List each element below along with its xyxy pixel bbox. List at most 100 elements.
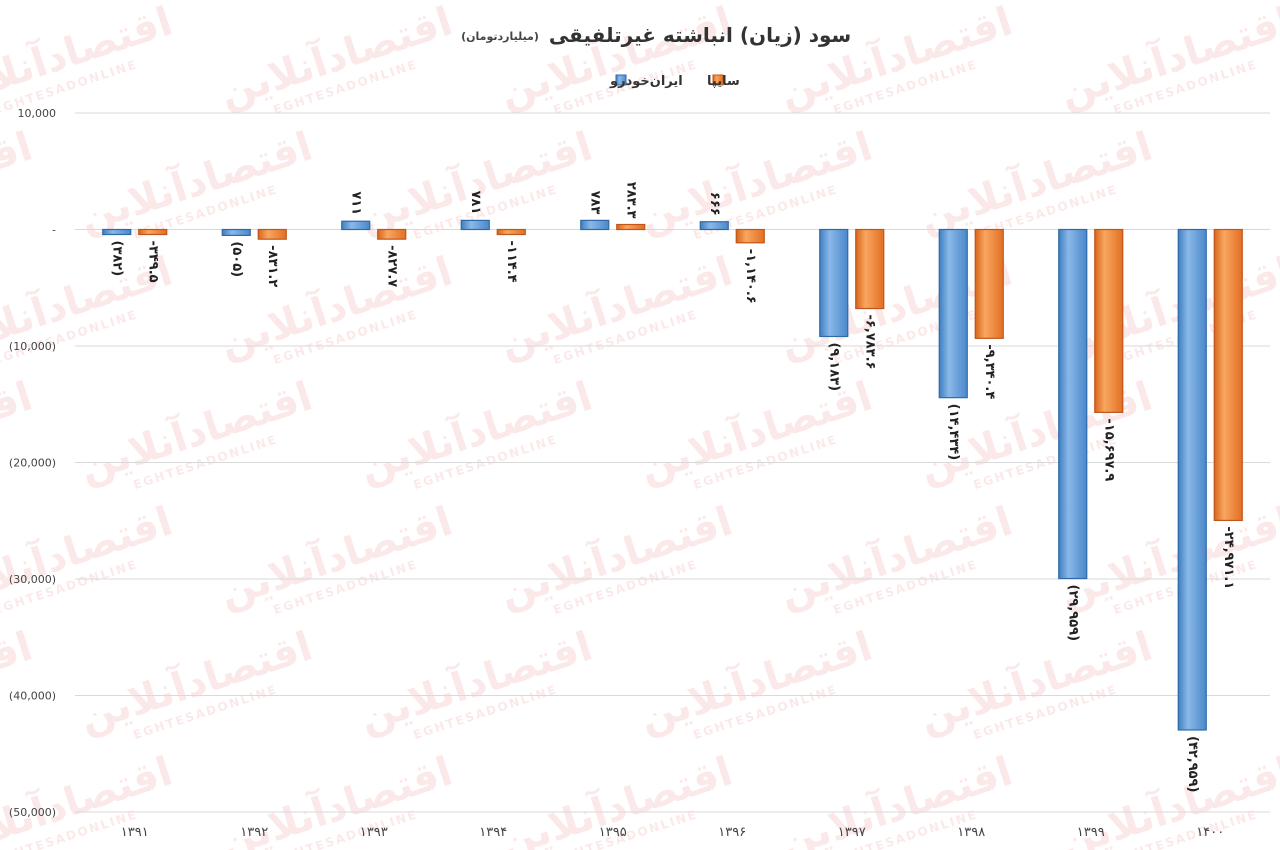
- legend-label: ایران‌خودرو: [609, 74, 683, 89]
- svg-text:اقتصادآنلاین: اقتصادآنلاین: [0, 371, 38, 492]
- bar: [1177, 228, 1207, 731]
- bar: [377, 228, 407, 240]
- y-tick-label: (20,000): [9, 457, 56, 470]
- bar: [257, 228, 287, 240]
- data-label: -۱۵,۶۹۷.۹: [1101, 418, 1116, 481]
- data-label: (۲۹,۹۵۹): [1065, 585, 1080, 642]
- legend-item: ایران‌خودرو: [609, 74, 683, 89]
- bar: [341, 220, 371, 231]
- y-tick-label: 10,000: [18, 107, 57, 120]
- bar: [616, 223, 646, 231]
- svg-text:اقتصادآنلاین: اقتصادآنلاین: [913, 621, 1158, 742]
- x-tick-label: ۱۳۹۹: [1077, 825, 1105, 840]
- data-label: (۳۸۲): [109, 241, 124, 277]
- data-label: (۹,۱۸۳): [826, 342, 841, 391]
- y-tick-label: (40,000): [9, 690, 56, 703]
- svg-text:اقتصادآنلاین: اقتصادآنلاین: [213, 496, 458, 617]
- x-tick-label: ۱۳۹۳: [360, 825, 388, 840]
- data-label: -۱,۱۴۰.۶: [743, 249, 758, 304]
- bar: [102, 228, 132, 236]
- x-tick-label: ۱۴۰۰: [1196, 825, 1224, 840]
- svg-text:اقتصادآنلاین: اقتصادآنلاین: [493, 246, 738, 367]
- data-label: ۶۶۶: [707, 192, 722, 216]
- y-tick-label: (10,000): [9, 340, 56, 353]
- svg-text:اقتصادآنلاین: اقتصادآنلاین: [633, 121, 878, 242]
- data-label: (۴۲,۹۵۹): [1185, 736, 1200, 793]
- y-tick-label: -: [52, 224, 56, 237]
- svg-text:اقتصادآنلاین: اقتصادآنلاین: [353, 371, 598, 492]
- bar: [855, 228, 885, 310]
- data-labels-layer: (۳۸۲) (۵۰۵) ۷۱۱ ۷۸۱ ۷۸۳ ۶۶۶ (۹,۱۸۳) (۱۴,۴۳۴) (۲۹…: [109, 182, 1236, 793]
- bar: [460, 219, 490, 231]
- chart-subtitle: (میلیاردتومان): [461, 30, 539, 43]
- svg-text:اقتصادآنلاین: اقتصادآنلاین: [773, 0, 1018, 117]
- svg-text:اقتصادآنلاین: اقتصادآنلاین: [0, 621, 38, 742]
- data-label: (۵۰۵): [229, 241, 244, 277]
- bar: [699, 221, 729, 231]
- bar: [938, 228, 968, 399]
- svg-text:اقتصادآنلاین: اقتصادآنلاین: [913, 121, 1158, 242]
- data-label: (۱۴,۴۳۴): [946, 404, 961, 461]
- svg-text:اقتصادآنلاین: اقتصادآنلاین: [73, 371, 318, 492]
- x-tick-label: ۱۳۹۵: [599, 825, 627, 840]
- bar: [580, 219, 610, 231]
- y-tick-label: (50,000): [9, 806, 56, 819]
- data-label: -۶,۷۸۳.۶: [862, 315, 877, 370]
- data-label: -۳۴۹.۵: [145, 241, 160, 283]
- legend-swatch: [712, 74, 724, 86]
- axis-layer: 10,000 - (10,000) (20,000) (30,000) (40,000) (…: [9, 107, 1224, 840]
- data-label: ۷۸۳: [587, 191, 602, 215]
- svg-text:اقتصادآنلاین: اقتصادآنلاین: [0, 121, 38, 242]
- data-label: ۷۸۱: [468, 191, 483, 215]
- data-label: -۸۲۷.۷: [384, 245, 399, 287]
- svg-text:اقتصادآنلاین: اقتصادآنلاین: [213, 0, 458, 117]
- data-label: -۹,۳۴۰.۴: [982, 344, 997, 399]
- x-tick-label: ۱۳۹۴: [479, 825, 507, 840]
- svg-text:اقتصادآنلاین: اقتصادآنلاین: [73, 621, 318, 742]
- bar: [819, 228, 849, 338]
- svg-text:اقتصادآنلاین: اقتصادآنلاین: [633, 621, 878, 742]
- bar: [1094, 228, 1124, 413]
- data-label: -۲۴,۹۷۱.۱: [1221, 526, 1236, 589]
- bar: [735, 228, 765, 244]
- bars-layer: [102, 219, 1243, 731]
- x-tick-label: ۱۳۹۱: [121, 825, 149, 840]
- x-tick-label: ۱۳۹۲: [240, 825, 268, 840]
- svg-text:اقتصادآنلاین: اقتصادآنلاین: [493, 496, 738, 617]
- x-tick-label: ۱۳۹۷: [838, 825, 866, 840]
- chart-title: سود (زیان) انباشته غیرتلفیقی: [549, 23, 851, 47]
- legend-label: سایپا: [707, 74, 740, 89]
- bar: [496, 228, 526, 236]
- x-tick-label: ۱۳۹۸: [957, 825, 985, 840]
- x-tick-label: ۱۳۹۶: [718, 825, 746, 840]
- legend-item: سایپا: [707, 74, 740, 89]
- svg-text:اقتصادآنلاین: اقتصادآنلاین: [353, 621, 598, 742]
- y-tick-label: (30,000): [9, 573, 56, 586]
- svg-text:اقتصادآنلاین: اقتصادآنلاین: [73, 121, 318, 242]
- data-label: -۱۱۴.۴: [504, 241, 519, 283]
- legend-swatch: [615, 74, 627, 86]
- data-label: -۸۳۱.۲: [265, 245, 280, 287]
- bar: [221, 228, 251, 236]
- svg-text:اقتصادآنلاین: اقتصادآنلاین: [493, 0, 738, 117]
